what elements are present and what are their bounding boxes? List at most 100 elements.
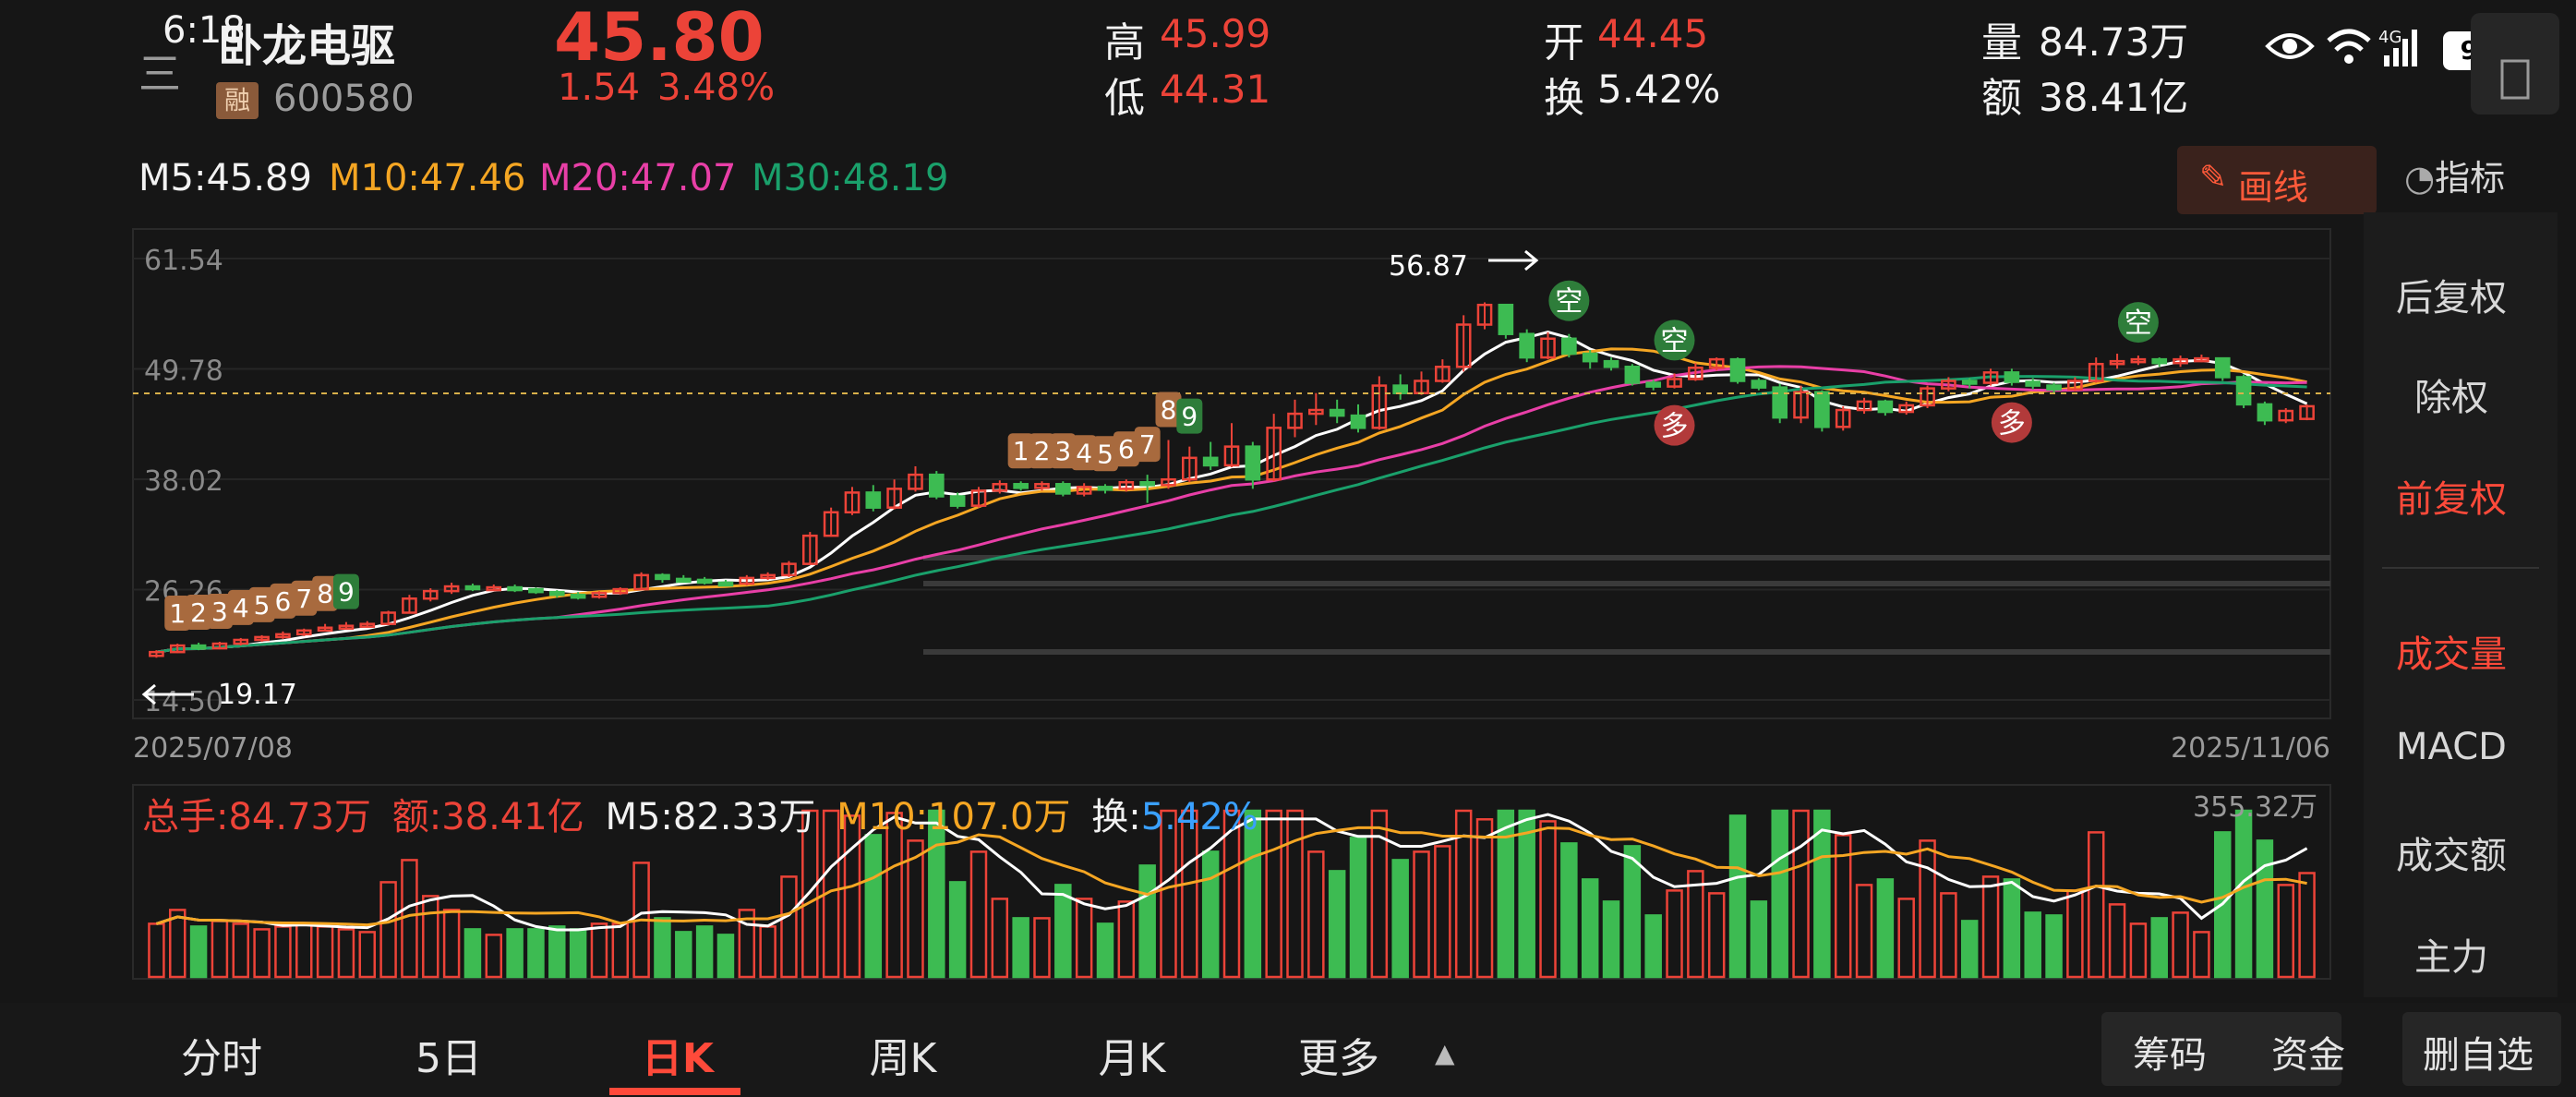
sequence-number: 8 xyxy=(1161,395,1177,426)
candle-body xyxy=(865,491,882,509)
tab-intraday[interactable]: 分时 xyxy=(181,1035,262,1082)
indicator-button[interactable]: ◔指标 xyxy=(2404,150,2505,200)
candle-body xyxy=(359,622,376,628)
candle-body xyxy=(696,578,713,585)
sequence-badge xyxy=(1155,392,1182,428)
caret-up-icon[interactable]: ▲ xyxy=(1435,1038,1455,1068)
volume-bar xyxy=(611,922,630,979)
ma10-legend: M10:47.46 xyxy=(329,157,526,199)
candle-body xyxy=(2088,362,2104,382)
volume-bar xyxy=(716,934,735,979)
sequence-badge xyxy=(1176,398,1203,434)
orientation-button[interactable] xyxy=(2471,13,2559,115)
candle-body xyxy=(2235,376,2252,406)
volume-bar xyxy=(1771,809,1788,979)
long-signal-label: 多 xyxy=(1661,411,1689,443)
volume-bar xyxy=(295,922,313,979)
candle-body xyxy=(1498,303,1514,335)
chart-frame xyxy=(132,228,2331,719)
side-item-ex-rights[interactable]: 除权 xyxy=(2414,377,2488,419)
sequence-number: 5 xyxy=(254,590,271,621)
volume-bar xyxy=(1919,839,1936,979)
indicator-label: 指标 xyxy=(2435,158,2506,199)
side-item-main-force[interactable]: 主力 xyxy=(2414,936,2488,979)
volume-bar xyxy=(379,881,397,979)
candle-body xyxy=(275,633,291,639)
side-item-amount[interactable]: 成交额 xyxy=(2396,835,2507,877)
sequence-number: 9 xyxy=(1181,402,1198,432)
side-item-forward-adjust[interactable]: 前复权 xyxy=(2396,478,2507,521)
funds-button[interactable]: 资金 xyxy=(2271,1034,2345,1077)
draw-line-button[interactable]: ✎ 画线 xyxy=(2177,146,2377,214)
candle-body xyxy=(464,585,481,591)
sequence-badge xyxy=(1113,431,1139,467)
volume-bar xyxy=(1497,809,1515,979)
volume-bar xyxy=(1033,917,1051,979)
candle-body xyxy=(1540,337,1556,359)
candle-body xyxy=(149,650,164,657)
volume-legend: 总手:84.73万 额:38.41亿 M5:82.33万 M10:107.0万 … xyxy=(142,787,1258,840)
price-tick-label: 38.02 xyxy=(144,465,223,498)
sequence-marker: 5 xyxy=(248,586,275,622)
candle-body xyxy=(1793,391,1809,419)
current-price: 45.80 xyxy=(554,0,764,76)
sequence-badge xyxy=(332,573,359,609)
candle-body xyxy=(1645,381,1662,388)
candle-body xyxy=(1667,378,1682,388)
volume-bar xyxy=(2150,917,2168,979)
amount-label: 额 xyxy=(1981,75,2022,122)
volume-bar xyxy=(928,809,945,979)
sequence-badge xyxy=(1029,433,1055,469)
date-start: 2025/07/08 xyxy=(133,732,293,765)
volume-bar xyxy=(1286,809,1304,979)
tab-5day[interactable]: 5日 xyxy=(415,1035,482,1082)
side-item-volume[interactable]: 成交量 xyxy=(2396,633,2507,676)
volume-bar xyxy=(948,881,967,979)
sequence-marker: 8 xyxy=(1155,392,1182,428)
volume-bar xyxy=(1117,900,1136,979)
draw-line-label: 画线 xyxy=(2238,167,2309,208)
candle-body xyxy=(1961,380,1978,385)
volume-bar xyxy=(2129,922,2148,979)
candle-body xyxy=(633,573,649,591)
candle-body xyxy=(1182,456,1198,481)
rotate-icon xyxy=(2500,59,2530,100)
candle-body xyxy=(760,573,776,580)
volume-bar xyxy=(1539,820,1557,979)
gauge-icon: ◔ xyxy=(2404,158,2436,199)
candle-body xyxy=(949,495,966,507)
volume-bar xyxy=(675,931,692,979)
candle-body xyxy=(1287,412,1303,429)
chip-fund-group xyxy=(2101,1012,2341,1086)
remove-watchlist-label: 删自选 xyxy=(2423,1034,2534,1077)
volume-bar xyxy=(1792,809,1810,979)
side-item-backward-adjust[interactable]: 后复权 xyxy=(2396,277,2507,319)
long-signal-label: 多 xyxy=(1998,408,2026,440)
side-item-macd[interactable]: MACD xyxy=(2396,726,2507,768)
candle-body xyxy=(1751,380,1767,389)
tab-weekly-k[interactable]: 周K xyxy=(869,1035,937,1082)
remove-watchlist-button[interactable]: 删自选 xyxy=(2402,1012,2561,1086)
candle-body xyxy=(1835,408,1851,428)
candle-body xyxy=(992,483,1008,492)
volume-bar xyxy=(1623,845,1642,979)
vol-m5: M5:82.33万 xyxy=(605,796,816,838)
sequence-number: 2 xyxy=(190,597,207,628)
candle-body xyxy=(612,587,629,595)
menu-icon[interactable]: 三 xyxy=(138,49,181,99)
sequence-number: 6 xyxy=(1118,434,1135,464)
tab-monthly-k[interactable]: 月K xyxy=(1098,1035,1166,1082)
total-amount: 额:38.41亿 xyxy=(391,796,584,838)
volume-bar xyxy=(1707,892,1726,979)
sequence-badge xyxy=(1050,433,1077,469)
volume-bar xyxy=(442,909,461,979)
tab-daily-k[interactable]: 日K xyxy=(641,1035,715,1082)
chips-button[interactable]: 筹码 xyxy=(2133,1034,2207,1077)
candle-body xyxy=(317,626,333,633)
volume-bar xyxy=(1454,809,1473,979)
candle-body xyxy=(717,581,734,587)
candle-body xyxy=(2214,356,2231,379)
tab-more[interactable]: 更多 xyxy=(1298,1035,1379,1082)
sequence-number: 1 xyxy=(169,598,186,629)
